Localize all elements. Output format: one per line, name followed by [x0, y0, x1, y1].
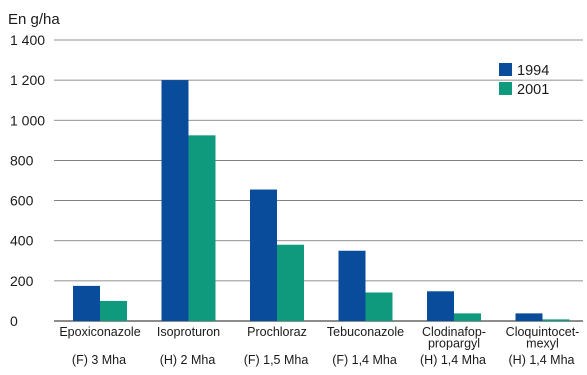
bar-2001	[454, 313, 481, 321]
gridlines	[54, 39, 583, 322]
bar-2001	[188, 135, 216, 321]
category-label: Isoproturon	[157, 325, 220, 339]
y-tick-label: 600	[10, 193, 34, 209]
bar-2001	[365, 292, 393, 321]
bar-1994	[427, 291, 454, 321]
bar-1994	[73, 285, 100, 321]
legend-label: 2001	[517, 82, 549, 98]
bar-1994	[250, 189, 277, 321]
category-label: Cloquintocet-	[506, 325, 580, 339]
bar-2001	[542, 319, 570, 321]
category-sublabel: (H) 1,4 Mha	[420, 353, 486, 367]
bar-1994	[515, 313, 543, 321]
y-tick-label: 1 400	[10, 32, 45, 48]
category-sublabel: (F) 3 Mha	[72, 353, 126, 367]
category-label: propargyl	[428, 337, 480, 351]
legend-swatch	[499, 63, 512, 76]
y-axis-unit-label: En g/ha	[8, 11, 60, 28]
y-tick-label: 1 200	[10, 72, 45, 88]
y-tick-label: 1 000	[10, 112, 45, 128]
bars	[73, 80, 570, 322]
legend-label: 1994	[517, 63, 549, 79]
category-label: Epoxiconazole	[59, 325, 140, 339]
legend-swatch	[499, 82, 512, 95]
bar-2001	[100, 300, 127, 321]
y-tick-label: 200	[10, 273, 34, 289]
category-labels: Epoxiconazole (F) 3 Mha Isoproturon (H) 2 M…	[59, 325, 579, 367]
y-tick-label: 0	[10, 313, 18, 329]
y-tick-label: 400	[10, 233, 34, 249]
y-tick-label: 800	[10, 152, 34, 168]
category-label: mexyl	[526, 337, 559, 351]
category-sublabel: (H) 1,4 Mha	[509, 353, 575, 367]
bar-1994	[338, 250, 366, 321]
bar-2001	[277, 244, 304, 321]
category-label: Tebuconazole	[327, 325, 404, 339]
legend: 1994 2001	[499, 63, 549, 98]
bar-1994	[161, 80, 189, 322]
category-sublabel: (F) 1,4 Mha	[332, 353, 397, 367]
category-sublabel: (F) 1,5 Mha	[244, 353, 309, 367]
y-tick-labels: 0 200 400 600 800 1 000 1 200 1 400	[10, 32, 45, 329]
category-label: Prochloraz	[247, 325, 307, 339]
category-sublabel: (H) 2 Mha	[160, 353, 216, 367]
category-label: Clodinafop-	[422, 325, 486, 339]
